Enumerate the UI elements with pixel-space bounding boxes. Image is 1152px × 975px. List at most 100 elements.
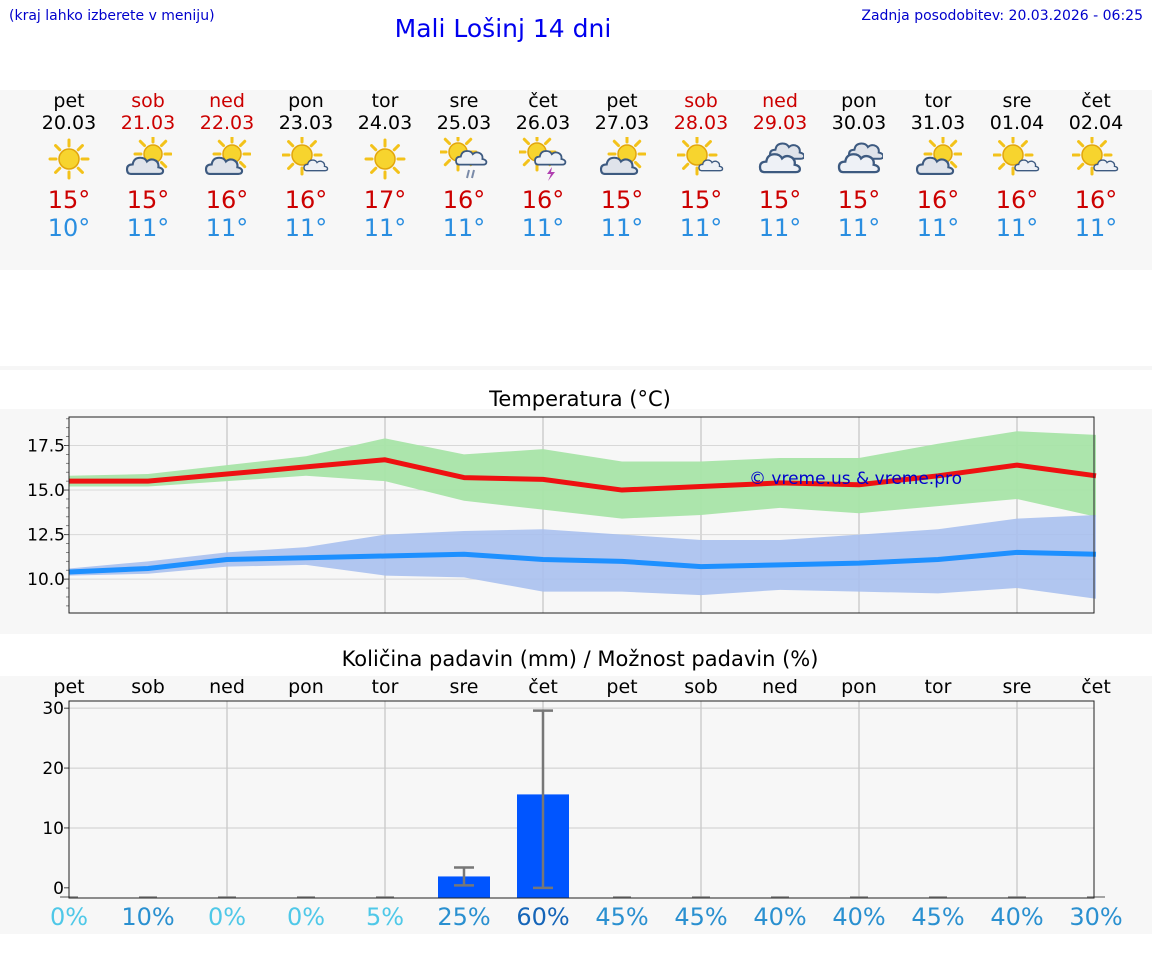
max-temperature: 16° (916, 186, 960, 214)
max-temperature: 15° (126, 186, 170, 214)
day-date: 28.03 (673, 112, 729, 134)
y-tick-label: 17.5 (27, 437, 65, 457)
precip-day-label: pon (841, 676, 877, 698)
day-column: tor 24.03 17° 11° (346, 90, 425, 242)
day-date: 01.04 (989, 112, 1045, 134)
day-name: čet (1081, 90, 1111, 112)
day-name: sob (684, 90, 718, 112)
max-temperature: 15° (758, 186, 802, 214)
day-date: 29.03 (752, 112, 808, 134)
y-tick-label: 12.5 (27, 526, 65, 546)
min-temperature: 10° (47, 214, 91, 242)
precip-day-label: sob (684, 676, 718, 698)
y-tick-label: 10 (42, 819, 64, 839)
day-column: tor 31.03 16° 11° (899, 90, 978, 242)
precip-chance: 45% (595, 903, 649, 931)
day-column: sob 28.03 15° 11° (662, 90, 741, 242)
sun-behind-cloud-icon (203, 134, 252, 181)
day-column: ned 22.03 16° 11° (188, 90, 267, 242)
day-column: sre 25.03 16° 11° (425, 90, 504, 242)
max-temperature: 15° (47, 186, 91, 214)
daily-forecast-strip (0, 90, 1152, 270)
last-updated: Zadnja posodobitev: 20.03.2026 - 06:25 (861, 8, 1143, 24)
min-temperature-band (69, 515, 1096, 599)
precip-chance: 45% (911, 903, 965, 931)
min-temperature-line (68, 549, 1097, 575)
max-temperature: 16° (521, 186, 565, 214)
min-temperature: 11° (995, 214, 1039, 242)
min-temperature: 11° (442, 214, 486, 242)
sun-thunder-icon (517, 132, 567, 181)
page-title: Mali Lošinj 14 dni (394, 14, 612, 43)
max-temperature: 16° (995, 186, 1039, 214)
y-tick-label: 0 (53, 879, 64, 899)
sun-behind-cloud-icon (124, 134, 173, 181)
day-name: ned (762, 90, 798, 112)
precip-chance: 30% (1069, 903, 1123, 931)
section-divider (0, 366, 1152, 370)
max-temperature: 16° (205, 186, 249, 214)
max-temperature: 15° (600, 186, 644, 214)
max-temperature-band (69, 431, 1096, 519)
day-name: sob (131, 90, 165, 112)
precip-day-label: sre (1002, 676, 1032, 698)
precip-day-label: sob (131, 676, 165, 698)
sun-rain-icon (438, 132, 488, 181)
day-date: 20.03 (41, 112, 97, 134)
max-temperature: 16° (1074, 186, 1118, 214)
min-temperature: 11° (758, 214, 802, 242)
precip-day-label: sre (449, 676, 479, 698)
day-column: pon 30.03 15° 11° (820, 90, 899, 242)
day-date: 26.03 (515, 112, 571, 134)
day-date: 23.03 (278, 112, 334, 134)
y-tick-label: 30 (42, 699, 64, 719)
max-temperature: 15° (679, 186, 723, 214)
precipitation-chart-title: Količina padavin (mm) / Možnost padavin … (341, 647, 819, 671)
day-column: pon 23.03 16° 11° (267, 90, 346, 242)
min-temperature: 11° (837, 214, 881, 242)
precip-day-label: tor (924, 676, 952, 698)
day-column: ned 29.03 15° 11° (741, 90, 820, 242)
precip-chance: 60% (516, 903, 570, 931)
max-temperature: 15° (837, 186, 881, 214)
sun-small-cloud-icon (676, 134, 725, 181)
precip-chance: 5% (365, 903, 405, 931)
min-temperature: 11° (284, 214, 328, 242)
day-column: pet 27.03 15° 11° (583, 90, 662, 242)
cloud-icon (835, 137, 885, 181)
precip-day-label: tor (371, 676, 399, 698)
y-tick-label: 20 (42, 759, 64, 779)
day-date: 27.03 (594, 112, 650, 134)
precip-chance: 40% (753, 903, 807, 931)
day-name: sre (449, 90, 479, 112)
plot-frame (68, 700, 1095, 899)
min-temperature: 11° (126, 214, 170, 242)
precip-chance: 40% (832, 903, 886, 931)
day-name: sre (1002, 90, 1032, 112)
sun-icon (361, 137, 409, 181)
day-name: čet (528, 90, 558, 112)
day-name: tor (371, 90, 399, 112)
min-temperature: 11° (679, 214, 723, 242)
precip-chance: 40% (990, 903, 1044, 931)
day-column: sre 01.04 16° 11° (978, 90, 1057, 242)
watermark: © vreme.us & vreme.pro (749, 469, 962, 489)
precip-chance: 0% (207, 903, 247, 931)
day-name: pet (53, 90, 85, 112)
max-temperature: 17° (363, 186, 407, 214)
precip-chance: 45% (674, 903, 728, 931)
sun-small-cloud-icon (1071, 134, 1120, 181)
precip-chance: 0% (49, 903, 89, 931)
precip-day-label: ned (209, 676, 245, 698)
min-temperature: 11° (205, 214, 249, 242)
precip-day-label: čet (528, 676, 558, 698)
temperature-chart: 10.0 12.5 15.0 17.5 © vreme.us & vreme.pro (27, 416, 1097, 614)
day-name: tor (924, 90, 952, 112)
sun-small-cloud-icon (281, 134, 330, 181)
precip-day-label: pet (606, 676, 638, 698)
max-temperature: 16° (284, 186, 328, 214)
day-name: pon (841, 90, 877, 112)
day-name: pon (288, 90, 324, 112)
day-date: 24.03 (357, 112, 413, 134)
precip-chance: 0% (286, 903, 326, 931)
